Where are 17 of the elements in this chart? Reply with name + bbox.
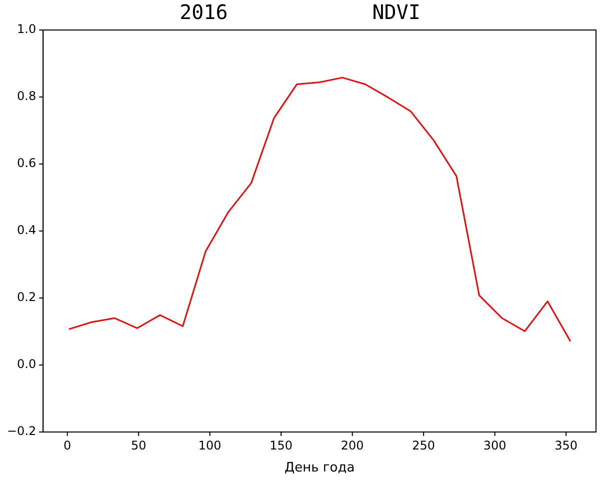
chart-title: 2016 NDVI	[180, 0, 420, 24]
x-tick-label: 50	[130, 438, 146, 452]
x-tick-label: 350	[554, 438, 578, 452]
y-tick-label: 0.6	[17, 156, 36, 170]
x-tick-label: 100	[198, 438, 222, 452]
y-tick-label: −0.2	[7, 424, 36, 438]
x-axis-title: День года	[284, 460, 355, 476]
y-tick-label: 0.2	[17, 290, 36, 304]
y-tick-label: 0.8	[17, 89, 36, 104]
y-tick-label: 0.4	[17, 223, 36, 238]
y-tick-label: 0.0	[17, 357, 36, 372]
x-tick-label: 200	[340, 438, 364, 452]
y-tick-label: 1.0	[17, 22, 36, 36]
x-tick-label: 300	[483, 438, 506, 452]
x-tick-label: 0	[64, 438, 72, 452]
x-tick-label: 250	[412, 438, 436, 452]
x-tick-label: 150	[270, 438, 293, 452]
